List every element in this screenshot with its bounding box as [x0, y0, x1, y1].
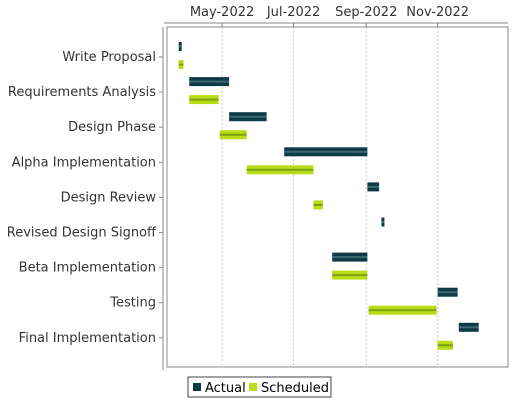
scheduled-bar-highlight: [368, 309, 437, 312]
scheduled-bar-highlight: [332, 274, 368, 277]
actual-bar-highlight: [437, 291, 458, 294]
actual-bar-highlight: [284, 150, 368, 153]
legend: Actual Scheduled: [187, 376, 332, 398]
category-label: Revised Design Signoff: [7, 226, 157, 241]
scheduled-bar-highlight: [437, 344, 453, 347]
scheduled-legend-swatch: [249, 383, 257, 391]
category-label: Design Review: [61, 190, 157, 205]
scheduled-bar-highlight: [178, 63, 184, 66]
category-axis: Write Proposal Requirements Analysis Desig…: [7, 50, 163, 346]
grid-lines: [221, 27, 439, 367]
scheduled-bar-highlight: [189, 98, 219, 101]
actual-bar-highlight: [381, 221, 385, 223]
actual-bar-highlight: [332, 256, 368, 259]
actual-legend-label: Actual: [205, 381, 246, 396]
x-axis: May-2022 Jul-2022 Sep-2022 Nov-2022: [162, 5, 508, 370]
scheduled-bar-highlight: [313, 203, 323, 206]
x-tick-label: Jul-2022: [266, 5, 320, 20]
actual-bar-highlight: [367, 185, 380, 188]
category-label: Final Implementation: [19, 331, 156, 346]
actual-bar-highlight: [189, 80, 230, 83]
category-label: Beta Implementation: [19, 261, 156, 276]
actual-bar-highlight: [458, 326, 479, 329]
category-label: Requirements Analysis: [8, 85, 156, 100]
scheduled-bar-highlight: [246, 168, 314, 171]
scheduled-legend-label: Scheduled: [261, 381, 329, 396]
category-label: Design Phase: [68, 120, 156, 135]
actual-legend-swatch: [193, 383, 201, 391]
legend-box: [187, 376, 332, 398]
category-label: Write Proposal: [62, 50, 156, 65]
x-tick-label: May-2022: [190, 5, 254, 20]
actual-bar-highlight: [229, 115, 267, 118]
bars: [178, 42, 479, 350]
category-label: Alpha Implementation: [12, 155, 156, 170]
actual-bar-highlight: [178, 45, 182, 48]
category-label: Testing: [109, 296, 156, 311]
plot-frame: [166, 26, 509, 368]
scheduled-bar-highlight: [219, 133, 247, 136]
x-tick-label: Sep-2022: [335, 5, 397, 20]
x-tick-label: Nov-2022: [406, 5, 469, 20]
